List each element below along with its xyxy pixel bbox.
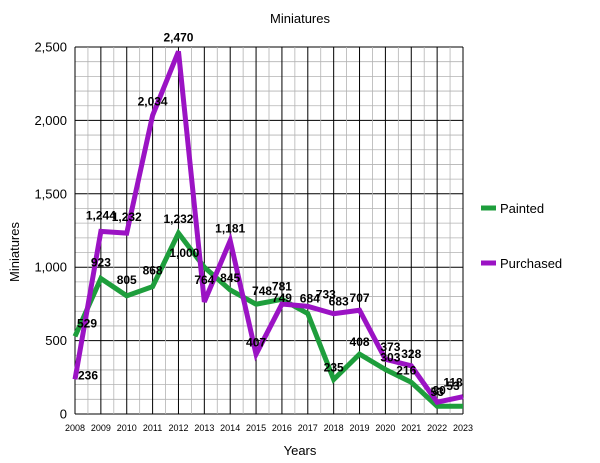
- series-group: [72, 50, 464, 409]
- data-label-painted: 868: [143, 264, 163, 278]
- y-tick-label: 2,500: [34, 40, 67, 55]
- data-label-painted: 748: [252, 284, 272, 298]
- data-labels: 529 923 805 868 1,232 1,000 845 748 781 684 235 408…: [77, 30, 463, 399]
- data-label-painted: 1,232: [163, 212, 193, 226]
- x-tick-label: 2009: [91, 423, 111, 433]
- data-label-purchased: 1,232: [112, 210, 142, 224]
- data-label-painted: 923: [91, 256, 111, 270]
- data-label-purchased: 749: [272, 291, 292, 305]
- data-label-painted: 845: [220, 271, 240, 285]
- x-tick-label: 2021: [401, 423, 421, 433]
- x-tick-label: 2008: [65, 423, 85, 433]
- x-axis-title: Years: [284, 443, 317, 458]
- y-tick-label: 500: [45, 333, 67, 348]
- x-tick-label: 2014: [220, 423, 240, 433]
- x-tick-label: 2017: [298, 423, 318, 433]
- data-label-painted: 303: [380, 351, 400, 365]
- data-label-purchased: 1,244: [86, 208, 116, 222]
- data-label-purchased: 2,034: [138, 94, 168, 108]
- data-label-painted: 408: [350, 335, 370, 349]
- data-label-painted: 53: [446, 379, 460, 393]
- legend-label-painted: Painted: [500, 201, 544, 216]
- data-label-purchased: 373: [380, 340, 400, 354]
- x-tick-label: 2013: [194, 423, 214, 433]
- data-label-painted: 805: [117, 273, 137, 287]
- x-tick-label: 2011: [143, 423, 162, 433]
- data-label-purchased: 683: [329, 295, 349, 309]
- x-tick-label: 2016: [272, 423, 292, 433]
- data-label-purchased: 407: [246, 335, 266, 349]
- y-tick-label: 0: [60, 407, 67, 422]
- y-tick-label: 2,000: [34, 113, 67, 128]
- data-label-painted: 684: [300, 292, 320, 306]
- x-tick-label: 2015: [246, 423, 266, 433]
- data-label-purchased: 118: [443, 376, 463, 390]
- series-line-purchased: [72, 50, 464, 406]
- x-tick-label: 2022: [427, 423, 447, 433]
- data-label-painted: 216: [396, 363, 416, 377]
- x-tick-label: 2023: [453, 423, 473, 433]
- data-label-purchased: 764: [194, 273, 214, 287]
- data-label-purchased: 2,470: [163, 30, 193, 44]
- chart-title: Miniatures: [270, 11, 330, 26]
- data-label-purchased: 80: [432, 383, 446, 397]
- x-tick-label: 2020: [375, 423, 395, 433]
- x-tick-label: 2012: [168, 423, 188, 433]
- data-label-painted: 781: [272, 279, 292, 293]
- data-label-purchased: 236: [78, 368, 98, 382]
- data-label-purchased: 328: [401, 347, 421, 361]
- data-label-painted: 235: [324, 361, 344, 375]
- y-axis-title: Miniatures: [7, 222, 22, 282]
- y-tick-label: 1,500: [34, 186, 67, 201]
- y-tick-label: 1,000: [34, 260, 67, 275]
- data-label-purchased: 733: [316, 287, 336, 301]
- axes: 0 500 1,000 1,500 2,000 2,500 2008 2009 2010 2011…: [34, 40, 473, 434]
- x-tick-label: 2018: [324, 423, 344, 433]
- series-line-painted: [72, 228, 463, 409]
- x-tick-label: 2019: [350, 423, 370, 433]
- data-label-purchased: 1,181: [215, 222, 245, 236]
- x-tick-label: 2010: [117, 423, 137, 433]
- legend: Painted Purchased: [481, 201, 562, 271]
- legend-label-purchased: Purchased: [500, 256, 562, 271]
- data-label-painted: 53: [430, 385, 444, 399]
- grid: [74, 46, 464, 415]
- data-label-painted: 529: [77, 316, 97, 330]
- data-label-painted: 1,000: [169, 246, 199, 260]
- data-label-purchased: 707: [350, 291, 370, 305]
